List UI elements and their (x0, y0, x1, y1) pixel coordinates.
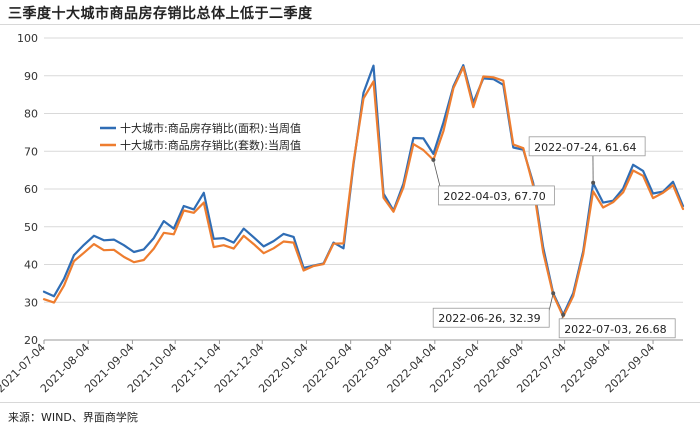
y-tick-label: 30 (24, 296, 38, 309)
annotation-leader (433, 160, 440, 188)
legend-label: 十大城市:商品房存销比(面积):当周值 (120, 121, 301, 135)
annotation-point (431, 158, 435, 162)
y-tick-label: 80 (24, 108, 38, 121)
annotation-label: 2022-04-03, 67.70 (443, 190, 545, 203)
annotation-label: 2022-07-03, 26.68 (564, 323, 666, 336)
y-tick-label: 50 (24, 221, 38, 234)
annotation-label: 2022-07-24, 61.64 (534, 141, 636, 154)
gridlines (44, 38, 683, 340)
source-bar: 来源：WIND、界面商学院 (0, 402, 700, 427)
series-lines (44, 65, 683, 316)
annotation-leader (549, 293, 553, 310)
y-tick-label: 100 (17, 32, 38, 45)
annotation-label: 2022-06-26, 32.39 (438, 312, 540, 325)
y-tick-label: 60 (24, 183, 38, 196)
y-tick-label: 70 (24, 145, 38, 158)
annotation-point (561, 313, 565, 317)
source-note: 来源：WIND、界面商学院 (8, 409, 138, 425)
x-axis: 2021-07-042021-08-042021-09-042021-10-04… (0, 340, 683, 395)
y-tick-label: 40 (24, 259, 38, 272)
annotation-point (551, 291, 555, 295)
y-tick-label: 90 (24, 70, 38, 83)
annotation-point (591, 181, 595, 185)
series-line-units (44, 67, 683, 317)
legend-label: 十大城市:商品房存销比(套数):当周值 (120, 138, 301, 152)
